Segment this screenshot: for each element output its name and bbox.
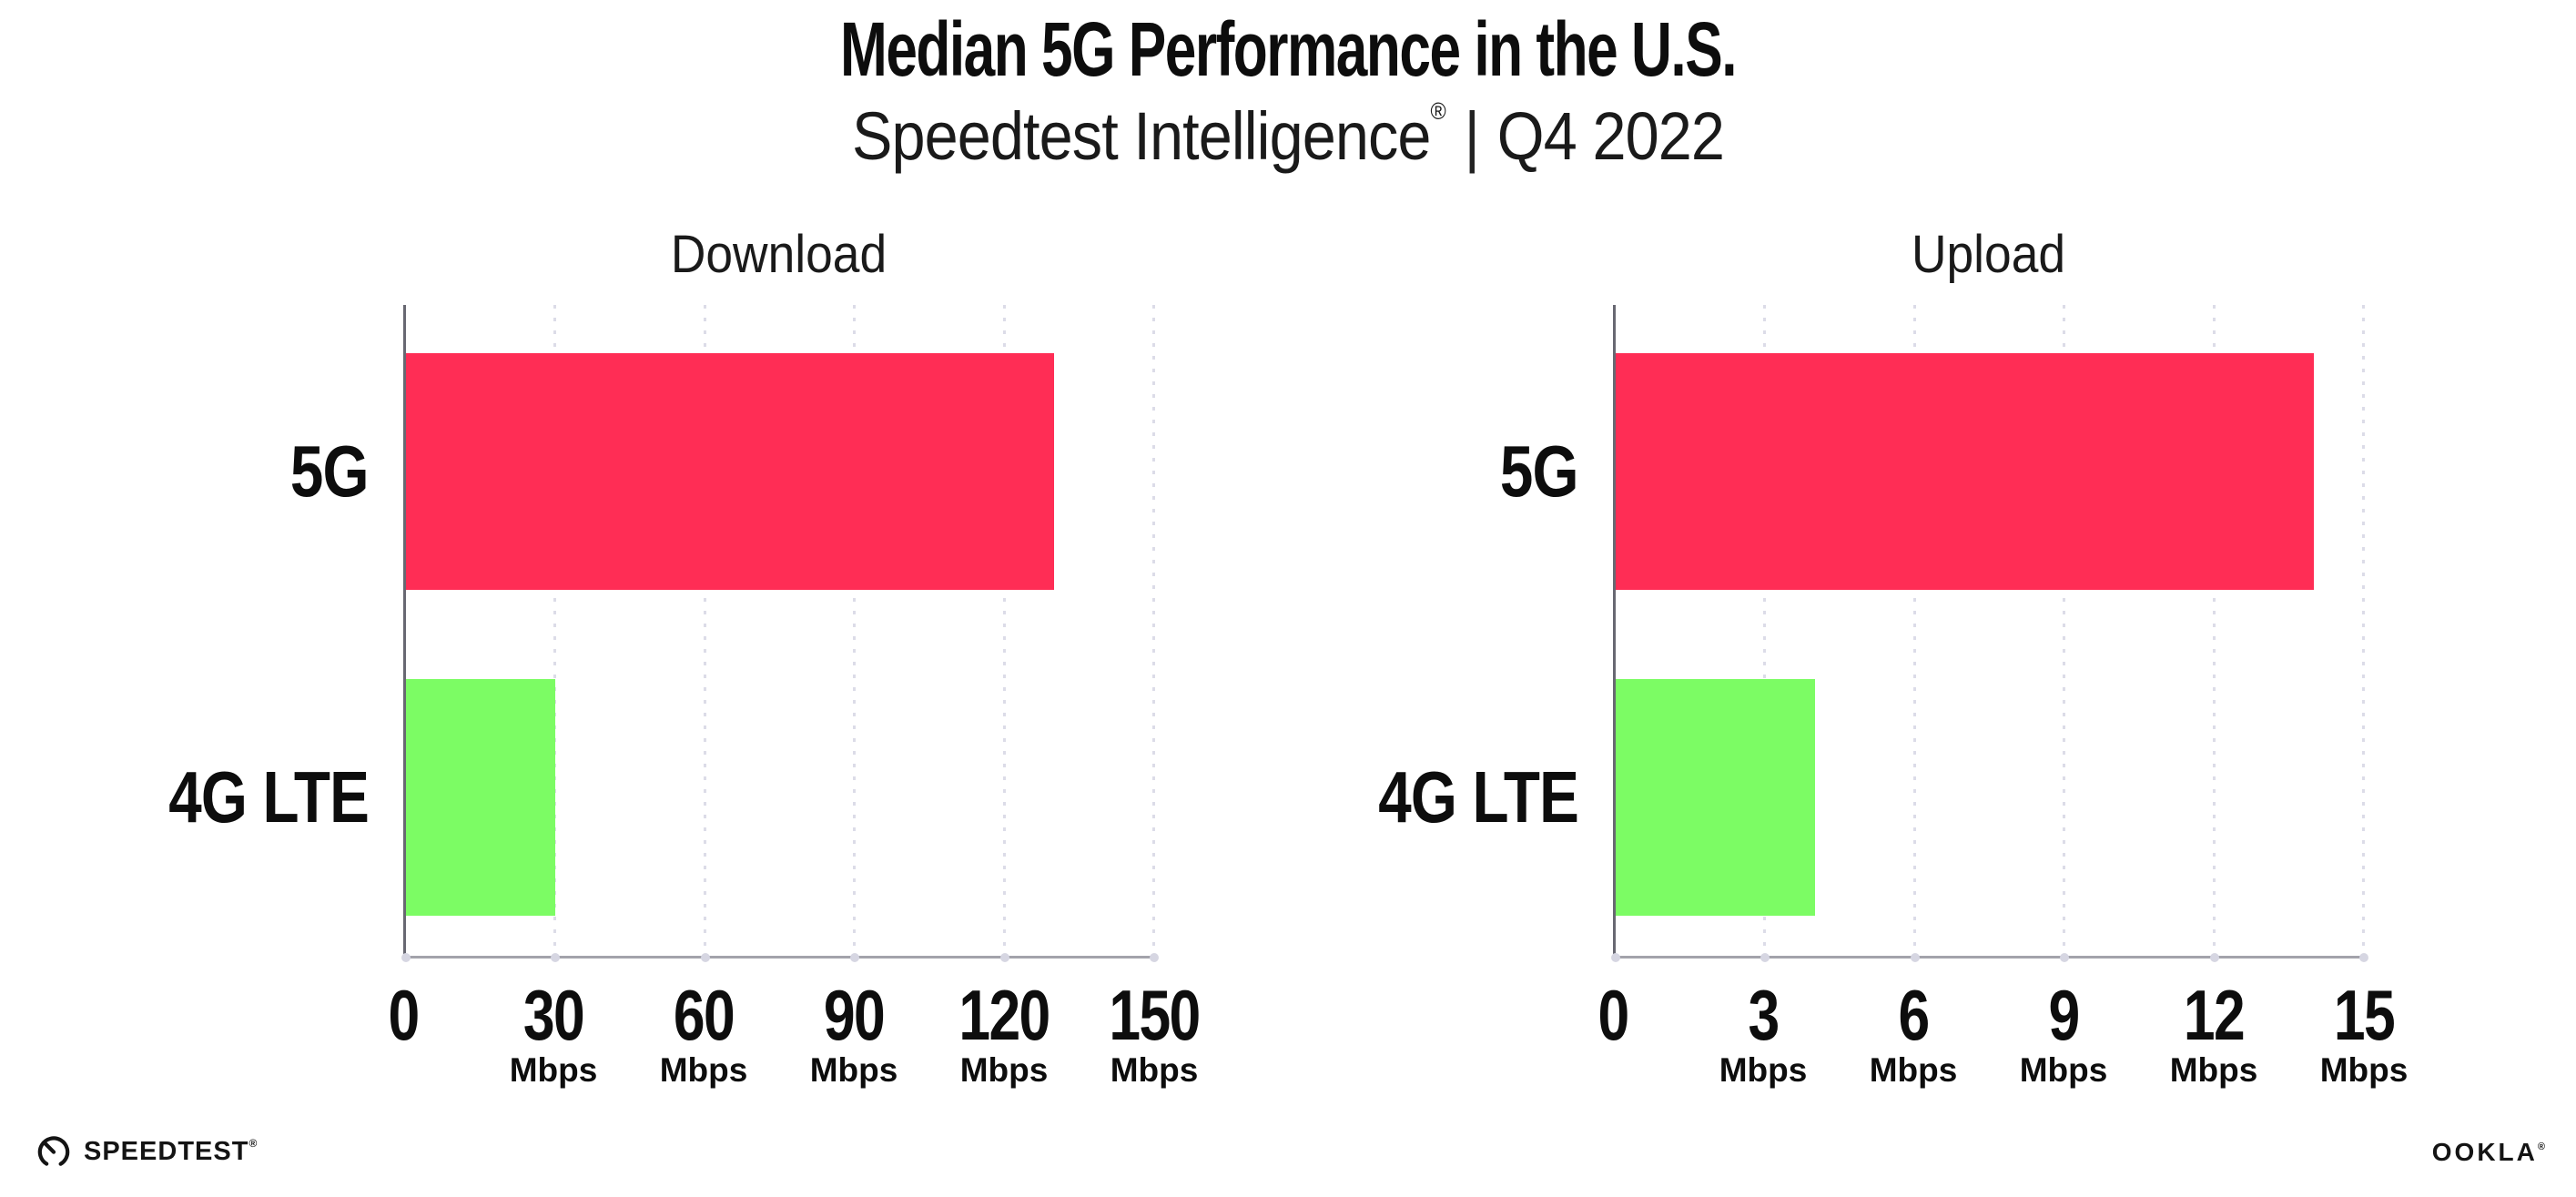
axis-tick-dot (1760, 953, 1770, 962)
tick-value: 60 (673, 975, 735, 1055)
category-label-5g: 5G (290, 431, 370, 512)
axis-tick-dot (850, 953, 860, 962)
axis-tick-dot (551, 953, 561, 962)
tick-value: 0 (1597, 975, 1629, 1055)
tick-value: 12 (2183, 975, 2246, 1055)
gridline (1152, 305, 1155, 956)
tick-label: 90 Mbps (809, 975, 898, 1089)
category-labels: 5G 4G LTE (130, 305, 403, 959)
plot-area (401, 305, 1159, 962)
bar-5g (406, 353, 1055, 590)
subtitle-period: Q4 2022 (1496, 98, 1725, 174)
tick-value: 0 (388, 975, 420, 1055)
tick-label: 150 Mbps (1098, 975, 1211, 1089)
subtitle-brand: Speedtest Intelligence (851, 98, 1431, 174)
tick-unit: Mbps (2319, 1051, 2409, 1089)
axis-tick-dot (1611, 953, 1620, 962)
x-axis-ticks: 0 30 Mbps 60 Mbps 90 Mbps 120 Mbps 150 Mbps (388, 975, 1201, 1109)
tick-label: 6 Mbps (1869, 975, 1958, 1089)
tick-label: 15 Mbps (2319, 975, 2409, 1089)
gridline (1912, 305, 1916, 956)
tick-value: 120 (958, 975, 1050, 1055)
tick-unit: Mbps (959, 1051, 1049, 1089)
subtitle-divider: | (1464, 98, 1480, 174)
category-labels: 5G 4G LTE (1340, 305, 1613, 959)
ookla-wordmark: OOKLA (2431, 1138, 2538, 1166)
tick-unit: Mbps (1110, 1051, 1199, 1089)
gridline (2362, 305, 2365, 956)
tick-value: 6 (1898, 975, 1930, 1055)
speedtest-logo: SPEEDTEST® (35, 1132, 258, 1171)
category-label-5g: 5G (1500, 431, 1579, 512)
tick-value: 15 (2333, 975, 2396, 1055)
category-label-4g-lte: 4G LTE (168, 756, 370, 837)
tick-label: 120 Mbps (948, 975, 1060, 1089)
speedtest-wordmark: SPEEDTEST® (84, 1136, 259, 1166)
registered-mark: ® (248, 1136, 259, 1150)
axis-tick-dot (2359, 953, 2368, 962)
gridline (703, 305, 706, 956)
bar-5g (1616, 353, 2315, 590)
gridline (553, 305, 557, 956)
tick-unit: Mbps (659, 1051, 748, 1089)
axis-tick-dot (1150, 953, 1159, 962)
axis-tick-dot (1910, 953, 1920, 962)
tick-unit: Mbps (2019, 1051, 2108, 1089)
tick-value: 150 (1109, 975, 1201, 1055)
chart-title-upload: Upload (1911, 225, 2066, 284)
gridline (1002, 305, 1006, 956)
gridline (1763, 305, 1767, 956)
axis-tick-dot (2209, 953, 2219, 962)
tick-label: 60 Mbps (659, 975, 748, 1089)
tick-label: 0 (384, 975, 421, 1055)
x-axis-ticks: 0 3 Mbps 6 Mbps 9 Mbps 12 Mbps 15 Mbps (1597, 975, 2408, 1109)
page-subtitle: Speedtest Intelligence® | Q4 2022 (129, 95, 2448, 179)
tick-label: 0 (1594, 975, 1631, 1055)
tick-label: 9 Mbps (2019, 975, 2108, 1089)
tick-unit: Mbps (2169, 1051, 2258, 1089)
tick-unit: Mbps (1719, 1051, 1808, 1089)
tick-label: 30 Mbps (509, 975, 598, 1089)
bar-4g-lte (406, 679, 556, 916)
tick-label: 3 Mbps (1719, 975, 1808, 1089)
tick-value: 3 (1748, 975, 1780, 1055)
ookla-logo: OOKLA® (2432, 1138, 2545, 1167)
gridline (2063, 305, 2066, 956)
gridline (2212, 305, 2216, 956)
page-title: Median 5G Performance in the U.S. (840, 6, 1737, 92)
tick-unit: Mbps (1869, 1051, 1958, 1089)
chart-title-download: Download (670, 225, 887, 284)
category-label-4g-lte: 4G LTE (1378, 756, 1579, 837)
gridline (853, 305, 857, 956)
tick-label: 12 Mbps (2169, 975, 2258, 1089)
registered-mark: ® (1430, 97, 1446, 125)
tick-value: 30 (522, 975, 585, 1055)
tick-value: 9 (2048, 975, 2080, 1055)
bar-4g-lte (1616, 679, 1816, 916)
tick-unit: Mbps (809, 1051, 898, 1089)
plot-area (1611, 305, 2368, 962)
axis-tick-dot (2060, 953, 2070, 962)
tick-unit: Mbps (509, 1051, 598, 1089)
speedtest-gauge-icon (35, 1132, 73, 1171)
axis-tick-dot (700, 953, 710, 962)
axis-tick-dot (401, 953, 411, 962)
registered-mark: ® (2537, 1141, 2545, 1152)
tick-value: 90 (823, 975, 886, 1055)
axis-tick-dot (999, 953, 1009, 962)
